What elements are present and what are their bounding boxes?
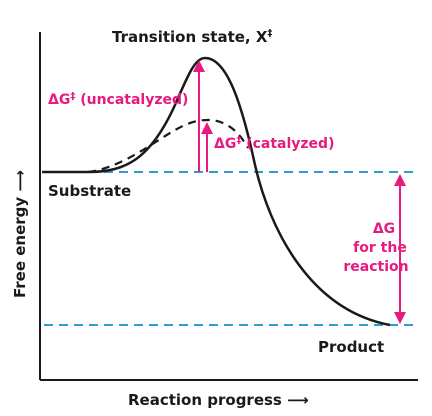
substrate-label: Substrate: [48, 182, 131, 200]
catalyzed-label: ΔG‡ (catalyzed): [214, 135, 334, 152]
x-axis-label: Reaction progress ⟶: [128, 391, 309, 409]
y-axis-label: Free energy ⟶: [11, 170, 29, 298]
delta-g-label-line1: ΔG: [373, 221, 395, 237]
transition-state-label: Transition state, X‡: [112, 28, 272, 46]
uncatalyzed-label: ΔG‡ (uncatalyzed): [48, 91, 188, 108]
delta-g-label-line3: reaction: [343, 259, 408, 275]
product-label: Product: [318, 338, 384, 356]
delta-g-label-line2: for the: [353, 240, 407, 256]
catalyzed-curve: [87, 118, 249, 174]
uncatalyzed-curve: [42, 56, 391, 327]
